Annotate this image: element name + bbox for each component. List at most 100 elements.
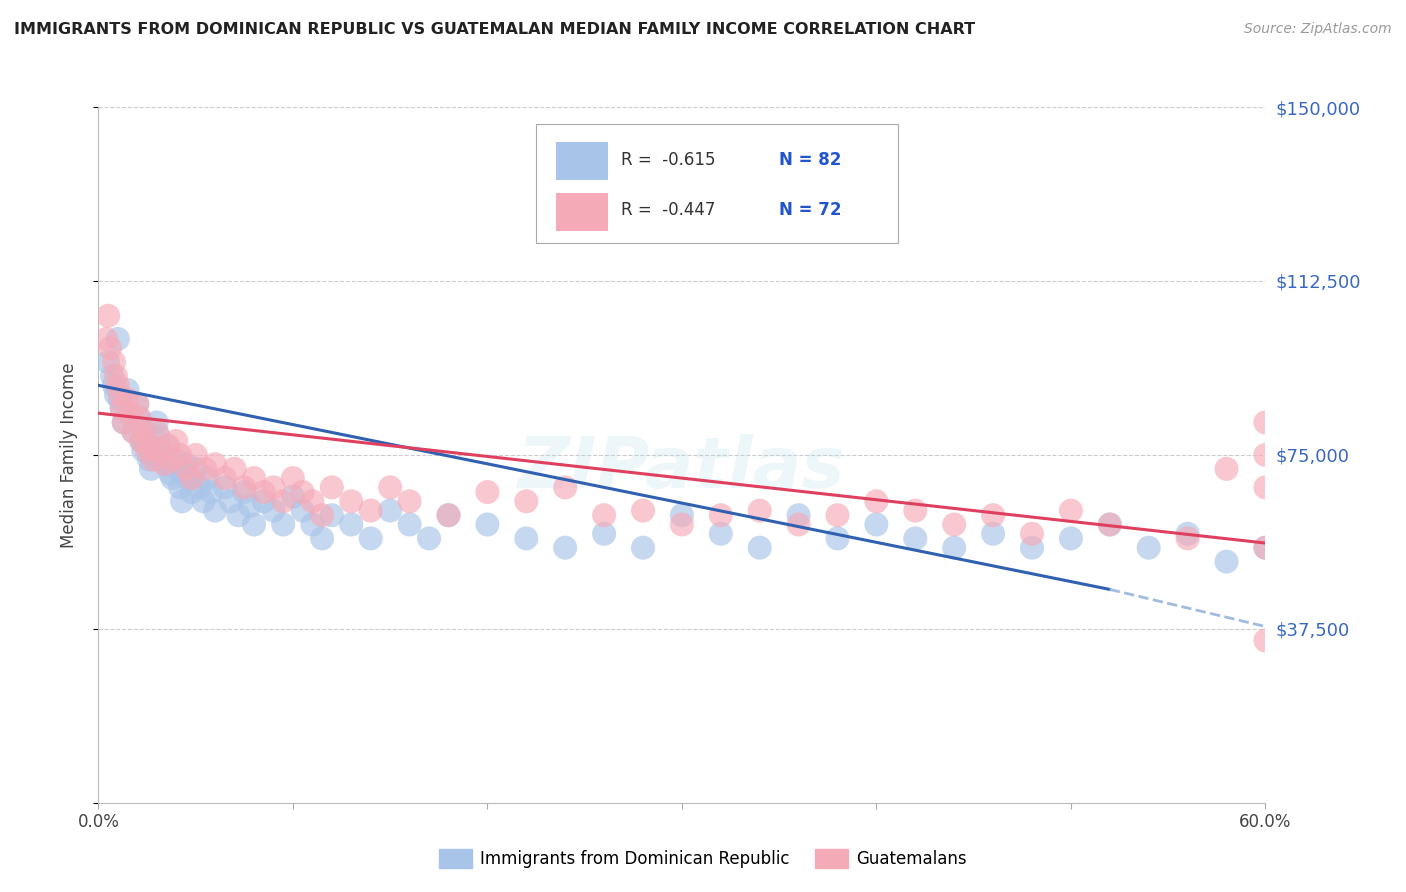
Point [111,401,134,416]
Point [112,416,135,430]
Point [138,452,160,467]
Point [214,480,236,494]
Point [748,541,770,555]
Point [129,434,152,448]
Point [291,485,314,500]
Point [1254,633,1277,648]
Point [340,517,363,532]
Point [593,508,616,523]
Point [170,494,193,508]
Point [97,309,120,323]
Point [360,532,382,546]
Point [136,443,159,458]
Point [631,503,654,517]
Point [139,439,162,453]
Point [1060,532,1083,546]
Point [710,526,733,541]
Point [827,508,849,523]
Point [321,480,343,494]
Point [162,452,184,467]
Point [118,406,141,420]
Point [167,462,190,476]
Point [1215,555,1237,569]
Point [253,494,276,508]
Text: R =  -0.447: R = -0.447 [621,201,716,219]
Text: Source: ZipAtlas.com: Source: ZipAtlas.com [1244,22,1392,37]
Point [233,480,256,494]
Point [127,397,149,411]
Text: R =  -0.615: R = -0.615 [621,151,716,169]
Text: ZIPatlas: ZIPatlas [519,434,845,503]
Point [671,517,693,532]
Point [321,508,343,523]
Point [271,494,294,508]
Point [1254,448,1277,462]
Point [149,443,172,458]
Point [253,485,276,500]
Point [787,517,810,532]
Text: N = 82: N = 82 [779,151,841,169]
Point [224,462,246,476]
Point [631,541,654,555]
FancyBboxPatch shape [536,124,898,243]
Point [1215,462,1237,476]
Point [200,485,222,500]
Point [981,526,1004,541]
Point [134,425,156,439]
Point [174,457,197,471]
Point [1021,526,1043,541]
Point [103,355,125,369]
Point [127,397,149,411]
Point [787,508,810,523]
Point [132,425,155,439]
Point [311,508,333,523]
Point [177,471,200,485]
Point [243,517,266,532]
Point [169,480,191,494]
Point [142,452,165,467]
Point [262,480,284,494]
Text: N = 72: N = 72 [779,201,841,219]
Point [360,503,382,517]
Point [943,541,966,555]
Point [340,494,363,508]
Point [195,471,218,485]
Point [262,503,284,517]
Point [108,387,131,401]
Point [117,392,139,407]
Point [1060,503,1083,517]
Point [194,462,217,476]
Bar [555,142,609,180]
Point [865,517,887,532]
Point [437,508,460,523]
Point [193,494,215,508]
Point [122,425,145,439]
Point [214,471,236,485]
Point [710,508,733,523]
Point [243,471,266,485]
Point [169,448,191,462]
Point [204,457,226,471]
Point [865,494,887,508]
Point [378,480,402,494]
Y-axis label: Median Family Income: Median Family Income [59,362,77,548]
Point [149,443,172,458]
Point [1254,541,1277,555]
Point [148,429,170,443]
Point [162,471,184,485]
Point [129,434,152,448]
Point [98,341,121,355]
Point [554,480,576,494]
Point [184,462,207,476]
Point [128,410,150,425]
Point [103,378,125,392]
Point [111,401,134,416]
Point [108,392,131,407]
Point [107,332,129,346]
Point [1177,526,1199,541]
Point [139,462,162,476]
Point [180,471,202,485]
Point [904,503,927,517]
Point [301,517,323,532]
Point [97,355,120,369]
